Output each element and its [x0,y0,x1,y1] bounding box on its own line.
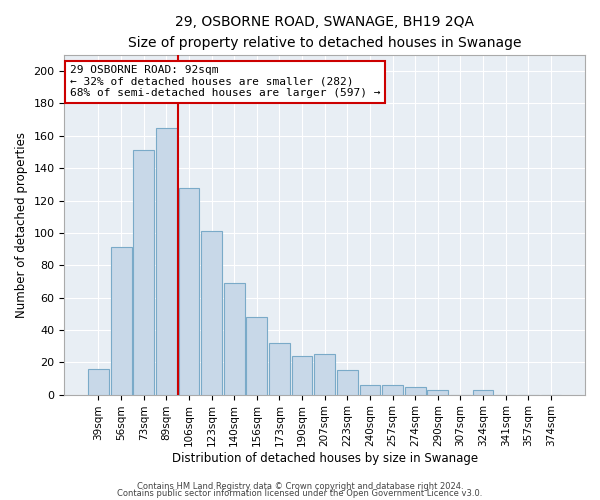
Title: 29, OSBORNE ROAD, SWANAGE, BH19 2QA
Size of property relative to detached houses: 29, OSBORNE ROAD, SWANAGE, BH19 2QA Size… [128,15,521,50]
Text: Contains HM Land Registry data © Crown copyright and database right 2024.: Contains HM Land Registry data © Crown c… [137,482,463,491]
Bar [337,370,358,394]
Bar [133,150,154,394]
Bar [201,231,222,394]
Text: Contains public sector information licensed under the Open Government Licence v3: Contains public sector information licen… [118,489,482,498]
Bar [179,188,199,394]
Text: 29 OSBORNE ROAD: 92sqm
← 32% of detached houses are smaller (282)
68% of semi-de: 29 OSBORNE ROAD: 92sqm ← 32% of detached… [70,65,380,98]
Bar [247,317,267,394]
Bar [427,390,448,394]
Bar [405,386,425,394]
Bar [314,354,335,395]
Bar [382,385,403,394]
Bar [473,390,493,394]
Y-axis label: Number of detached properties: Number of detached properties [15,132,28,318]
Bar [156,128,177,394]
Bar [359,385,380,394]
X-axis label: Distribution of detached houses by size in Swanage: Distribution of detached houses by size … [172,452,478,465]
Bar [269,343,290,394]
Bar [88,368,109,394]
Bar [110,248,131,394]
Bar [224,283,245,395]
Bar [292,356,313,395]
